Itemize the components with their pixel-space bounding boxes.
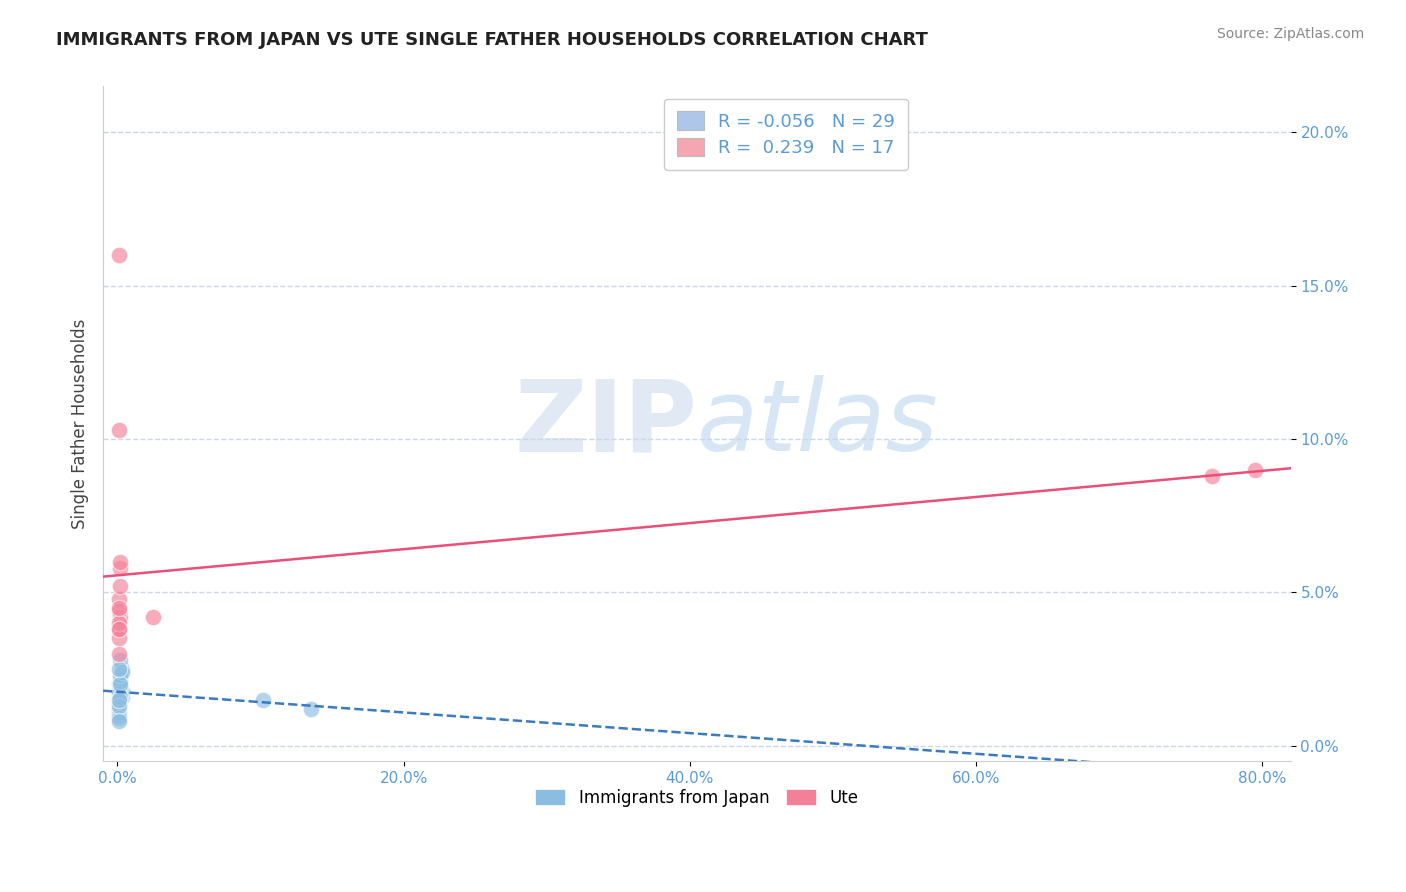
Point [110, 653, 132, 667]
Point [110, 677, 132, 691]
Point [108, 708, 131, 723]
Point [108, 622, 131, 636]
Point [110, 668, 132, 682]
Point [108, 632, 131, 646]
Text: IMMIGRANTS FROM JAPAN VS UTE SINGLE FATHER HOUSEHOLDS CORRELATION CHART: IMMIGRANTS FROM JAPAN VS UTE SINGLE FATH… [56, 31, 928, 49]
Point [110, 677, 132, 691]
Text: ZIP: ZIP [515, 376, 697, 472]
Point [110, 579, 132, 593]
Point [108, 714, 131, 729]
Point [108, 711, 131, 725]
Point [108, 687, 131, 701]
Point [110, 555, 132, 569]
Point [108, 692, 131, 706]
Point [111, 683, 134, 698]
Point [108, 248, 131, 262]
Point [108, 604, 131, 618]
Point [108, 705, 131, 719]
Point [110, 692, 132, 706]
Point [108, 698, 131, 713]
Point [110, 674, 132, 689]
Point [111, 665, 134, 680]
Point [108, 696, 131, 710]
Point [108, 698, 131, 713]
Point [110, 681, 132, 695]
Point [1244, 463, 1267, 477]
Point [110, 671, 132, 685]
Point [110, 671, 132, 685]
Point [111, 662, 134, 676]
Point [108, 647, 131, 661]
Point [108, 616, 131, 631]
Text: Source: ZipAtlas.com: Source: ZipAtlas.com [1216, 27, 1364, 41]
Point [108, 683, 131, 698]
Point [299, 702, 322, 716]
Text: atlas: atlas [697, 376, 939, 472]
Point [142, 610, 165, 624]
Point [108, 600, 131, 615]
Y-axis label: Single Father Households: Single Father Households [72, 318, 89, 529]
Point [108, 622, 131, 636]
Point [252, 692, 274, 706]
Point [108, 702, 131, 716]
Legend: Immigrants from Japan, Ute: Immigrants from Japan, Ute [529, 782, 865, 814]
Point [108, 423, 131, 437]
Point [1201, 468, 1223, 483]
Point [108, 677, 131, 691]
Point [110, 561, 132, 575]
Point [111, 690, 134, 704]
Point [110, 690, 132, 704]
Point [108, 662, 131, 676]
Point [110, 610, 132, 624]
Point [108, 591, 131, 606]
